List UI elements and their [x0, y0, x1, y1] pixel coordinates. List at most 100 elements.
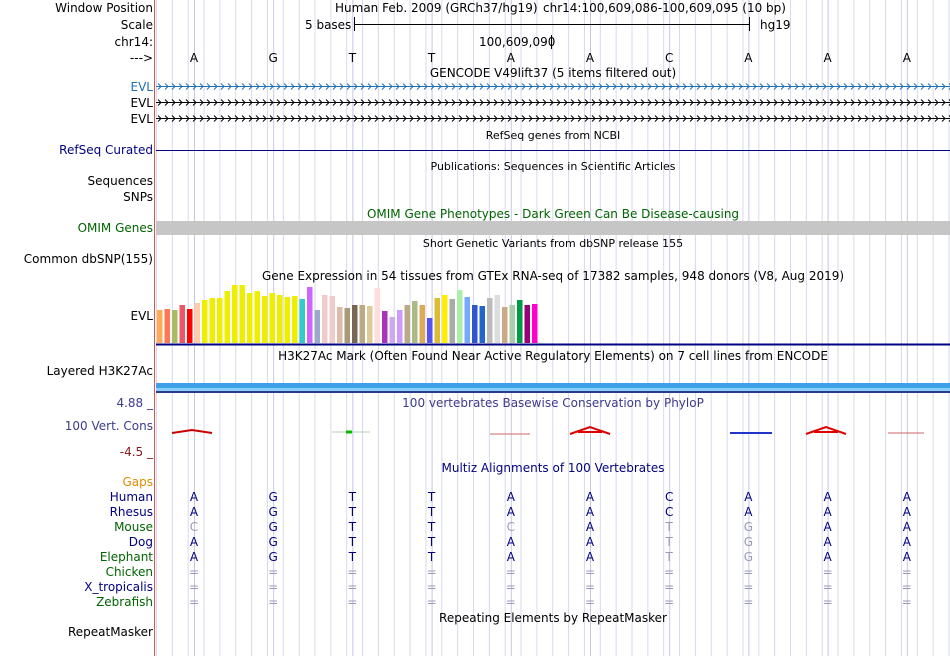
species-label[interactable]: X_tropicalis: [84, 580, 153, 594]
refseq-label[interactable]: RefSeq Curated: [59, 143, 153, 157]
alignment-base: A: [506, 535, 515, 549]
alignment-base: A: [823, 550, 832, 564]
repeatmasker-label[interactable]: RepeatMasker: [67, 625, 153, 639]
repeatmasker-title[interactable]: Repeating Elements by RepeatMasker: [439, 611, 667, 625]
alignment-base: A: [506, 490, 515, 504]
gtex-tissue-bar: [262, 296, 268, 343]
multiz-title[interactable]: Multiz Alignments of 100 Vertebrates: [441, 461, 665, 475]
gtex-tissue-bar: [532, 304, 538, 343]
alignment-base: A: [902, 505, 911, 519]
alignment-base: =: [188, 565, 200, 579]
gtex-tissue-bar: [472, 305, 478, 343]
gtex-tissue-bar: [487, 298, 493, 343]
coordinate-label: 100,609,090: [479, 35, 556, 49]
gtex-tissue-bar: [179, 305, 185, 343]
gtex-tissue-bar: [502, 307, 508, 343]
sequence-base: T: [427, 51, 436, 65]
alignment-base: G: [268, 490, 278, 504]
alignment-base: C: [664, 505, 674, 519]
gtex-tissue-bar: [322, 295, 328, 343]
alignment-base: T: [348, 505, 357, 519]
position-text[interactable]: chr14:100,609,086-100,609,095 (10 bp): [543, 1, 786, 15]
dbsnp-label[interactable]: Common dbSNP(155): [23, 252, 153, 266]
phylop-signal[interactable]: [156, 424, 950, 438]
omim-label[interactable]: OMIM Genes: [77, 221, 153, 235]
gtex-tissue-bar: [314, 310, 320, 343]
chrom-label: chr14:: [114, 35, 153, 49]
species-label[interactable]: Elephant: [99, 550, 153, 564]
gencode-label-3[interactable]: EVL: [130, 112, 153, 126]
alignment-base: =: [822, 580, 833, 594]
alignment-base: =: [268, 595, 279, 609]
publications-title[interactable]: Publications: Sequences in Scientific Ar…: [430, 160, 676, 173]
gtex-tissue-bar: [194, 303, 200, 343]
alignment-base: T: [427, 490, 436, 504]
alignment-base: =: [901, 565, 912, 579]
gtex-label[interactable]: EVL: [130, 309, 153, 323]
alignment-base: T: [427, 535, 436, 549]
alignment-base: T: [427, 520, 436, 534]
refseq-gene-line[interactable]: [156, 150, 950, 151]
refseq-title[interactable]: RefSeq genes from NCBI: [485, 129, 621, 142]
gtex-title[interactable]: Gene Expression in 54 tissues from GTEx …: [261, 269, 845, 283]
strand-chevrons: [157, 99, 950, 106]
alignment-base: C: [664, 490, 674, 504]
phylop-label[interactable]: 100 Vert. Cons: [64, 419, 153, 433]
h3k27ac-track-band[interactable]: [156, 383, 950, 388]
scale-text: 5 bases: [305, 18, 352, 32]
gencode-title[interactable]: GENCODE V49lift37 (5 items filtered out): [429, 66, 677, 80]
omim-title[interactable]: OMIM Gene Phenotypes - Dark Green Can Be…: [366, 207, 740, 221]
phylop-peak: [171, 428, 213, 434]
alignment-base: A: [744, 505, 753, 519]
gaps-label[interactable]: Gaps: [122, 475, 153, 489]
alignment-base: =: [347, 595, 358, 609]
gtex-tissue-bar: [442, 295, 448, 343]
assembly-text: Human Feb. 2009 (GRCh37/hg19): [335, 1, 538, 15]
h3k27ac-title[interactable]: H3K27Ac Mark (Often Found Near Active Re…: [278, 349, 828, 363]
strand-label: --->: [129, 51, 153, 65]
gtex-expression-chart[interactable]: [156, 283, 950, 347]
omim-gene-bar[interactable]: [156, 221, 950, 235]
alignment-base: A: [585, 505, 595, 519]
species-label[interactable]: Mouse: [114, 520, 153, 534]
gtex-tissue-bar: [494, 295, 500, 343]
alignment-base: C: [506, 520, 515, 534]
gtex-tissue-bar: [517, 300, 523, 343]
gtex-tissue-bar: [224, 291, 230, 343]
gtex-tissue-bar: [172, 310, 178, 343]
gencode-transcripts[interactable]: [156, 82, 950, 126]
gencode-label-2[interactable]: EVL: [130, 96, 153, 110]
alignment-base: A: [744, 490, 753, 504]
species-label[interactable]: Chicken: [105, 565, 153, 579]
alignment-base: T: [348, 520, 357, 534]
gtex-tissue-bar: [239, 285, 245, 343]
species-label[interactable]: Human: [109, 490, 153, 504]
gtex-tissue-bar: [457, 290, 463, 343]
alignment-base: A: [585, 490, 595, 504]
alignment-base: T: [665, 520, 673, 534]
sequence-base: T: [348, 51, 357, 65]
sequence-base: A: [506, 51, 515, 65]
gencode-label-1[interactable]: EVL: [130, 80, 153, 94]
gtex-tissue-bar: [509, 305, 515, 343]
alignment-base: T: [427, 550, 436, 564]
alignment-base: =: [268, 565, 279, 579]
phylop-title[interactable]: 100 vertebrates Basewise Conservation by…: [402, 396, 704, 410]
sequence-base: C: [664, 51, 674, 65]
alignment-base: =: [901, 580, 912, 594]
alignment-base: =: [664, 580, 675, 594]
phylop-peak: [569, 425, 611, 435]
alignment-base: A: [902, 490, 911, 504]
alignment-base: A: [902, 520, 911, 534]
h3k27ac-label[interactable]: Layered H3K27Ac: [46, 364, 153, 378]
species-label[interactable]: Rhesus: [109, 505, 153, 519]
phylop-max-label: 4.88 _: [116, 396, 153, 410]
species-label[interactable]: Zebrafish: [96, 595, 153, 609]
alignment-base: =: [188, 595, 200, 609]
scale-label: Scale: [120, 18, 153, 32]
alignment-base: =: [743, 565, 754, 579]
snps-label[interactable]: SNPs: [123, 190, 153, 204]
sequences-label[interactable]: Sequences: [87, 174, 153, 188]
species-label[interactable]: Dog: [128, 535, 153, 549]
dbsnp-title[interactable]: Short Genetic Variants from dbSNP releas…: [422, 237, 684, 250]
